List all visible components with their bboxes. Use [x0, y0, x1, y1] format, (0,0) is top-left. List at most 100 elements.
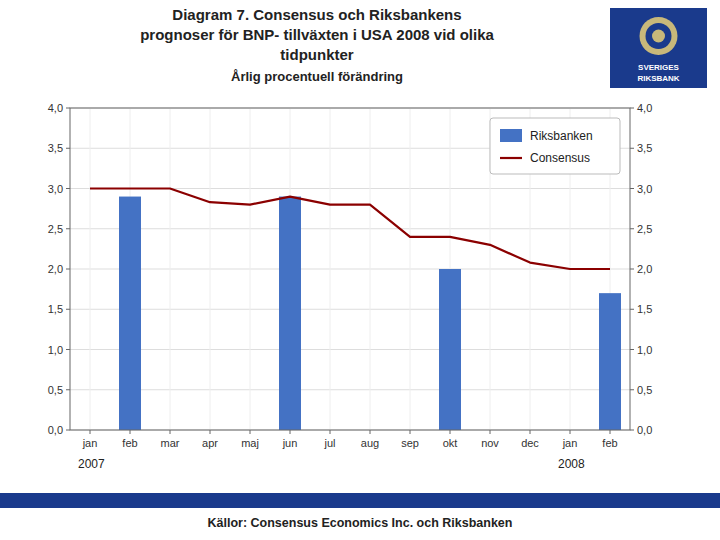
grid — [70, 108, 630, 430]
tick-label-y: 1,0 — [48, 344, 63, 356]
legend-label: Riksbanken — [530, 129, 593, 143]
tick-label-y2: 0,5 — [637, 384, 652, 396]
tick-label-y: 3,0 — [48, 183, 63, 195]
tick-label-x: apr — [202, 437, 218, 449]
tick-y2 — [630, 309, 634, 310]
tick-label-y: 2,5 — [48, 223, 63, 235]
tick-y2 — [630, 430, 634, 431]
source: Källor: Consensus Economics Inc. och Rik… — [208, 516, 513, 530]
grid-line-x — [210, 108, 211, 430]
grid-line-x — [330, 108, 331, 430]
plot-frame — [70, 108, 630, 430]
tick-x — [410, 430, 411, 434]
bar — [599, 293, 621, 430]
logo: SVERIGESRIKSBANK — [610, 8, 707, 88]
tick-label-x: jan — [562, 437, 578, 449]
tick-label-y: 1,5 — [48, 303, 63, 315]
tick-y — [66, 108, 70, 109]
tick-y — [66, 188, 70, 189]
tick-y — [66, 430, 70, 431]
tick-y — [66, 389, 70, 390]
tick-y — [66, 228, 70, 229]
tick-x — [490, 430, 491, 434]
tick-y — [66, 309, 70, 310]
tick-label-y: 2,0 — [48, 263, 63, 275]
tick-label-x: feb — [122, 437, 137, 449]
subtitle: Årlig procentuell förändring — [231, 69, 403, 84]
grid-line-x — [250, 108, 251, 430]
tick-y — [66, 148, 70, 149]
logo-box — [610, 8, 707, 88]
logo-emblem — [640, 17, 678, 55]
legend: Riksbanken Consensus — [490, 118, 620, 174]
bar — [119, 197, 141, 430]
bar — [279, 197, 301, 430]
year-label: 2008 — [558, 457, 585, 471]
tick-x — [170, 430, 171, 434]
tick-x — [370, 430, 371, 434]
tick-y2 — [630, 148, 634, 149]
legend-box — [490, 118, 620, 174]
tick-x — [290, 430, 291, 434]
grid-line-y — [70, 349, 630, 350]
tick-y2 — [630, 108, 634, 109]
tick-label-x: sep — [401, 437, 419, 449]
legend-swatch — [500, 129, 522, 142]
logo-emblem — [652, 30, 665, 43]
line — [90, 189, 610, 270]
tick-x — [450, 430, 451, 434]
tick-label-y2: 2,0 — [637, 263, 652, 275]
tick-x — [570, 430, 571, 434]
tick-x — [90, 430, 91, 434]
grid-line-x — [90, 108, 91, 430]
tick-x — [210, 430, 211, 434]
legend-swatch — [500, 157, 522, 159]
tick-label-x: jan — [82, 437, 98, 449]
tick-x — [330, 430, 331, 434]
tick-label-x: dec — [521, 437, 539, 449]
tick-label-x: okt — [443, 437, 458, 449]
tick-label-y: 0,5 — [48, 384, 63, 396]
tick-label-y: 3,5 — [48, 142, 63, 154]
marks — [90, 189, 621, 431]
title: tidpunkter — [280, 46, 353, 63]
tick-label-y2: 4,0 — [637, 102, 652, 114]
tick-x — [610, 430, 611, 434]
tick-label-x: jul — [323, 437, 335, 449]
tick-label-y: 0,0 — [48, 424, 63, 436]
tick-y2 — [630, 269, 634, 270]
tick-y — [66, 349, 70, 350]
tick-y2 — [630, 188, 634, 189]
tick-label-x: aug — [361, 437, 379, 449]
tick-label-y2: 2,5 — [637, 223, 652, 235]
title: prognoser för BNP- tillväxten i USA 2008… — [140, 26, 494, 43]
background — [0, 0, 720, 540]
tick-label-x: mar — [161, 437, 180, 449]
title: Diagram 7. Consensus och Riksbankens — [172, 6, 461, 23]
legend-label: Consensus — [530, 151, 590, 165]
grid-line-x — [170, 108, 171, 430]
footer-bar — [0, 493, 720, 508]
tick-y2 — [630, 389, 634, 390]
year-label: 2007 — [78, 457, 105, 471]
tick-label-y2: 0,0 — [637, 424, 652, 436]
grid-line-y — [70, 269, 630, 270]
tick-label-y2: 1,5 — [637, 303, 652, 315]
tick-label-x: feb — [602, 437, 617, 449]
tick-label-x: jun — [282, 437, 298, 449]
tick-x — [530, 430, 531, 434]
bar — [439, 269, 461, 430]
tick-x — [250, 430, 251, 434]
grid-line-y — [70, 228, 630, 229]
grid-line-x — [410, 108, 411, 430]
tick-label-x: maj — [241, 437, 259, 449]
tick-x — [130, 430, 131, 434]
logo-text: SVERIGES — [638, 63, 680, 72]
tick-y2 — [630, 349, 634, 350]
grid-line-x — [370, 108, 371, 430]
grid-line-y — [70, 389, 630, 390]
tick-label-y2: 1,0 — [637, 344, 652, 356]
tick-label-y: 4,0 — [48, 102, 63, 114]
logo-emblem — [646, 23, 672, 49]
tick-label-x: nov — [481, 437, 499, 449]
